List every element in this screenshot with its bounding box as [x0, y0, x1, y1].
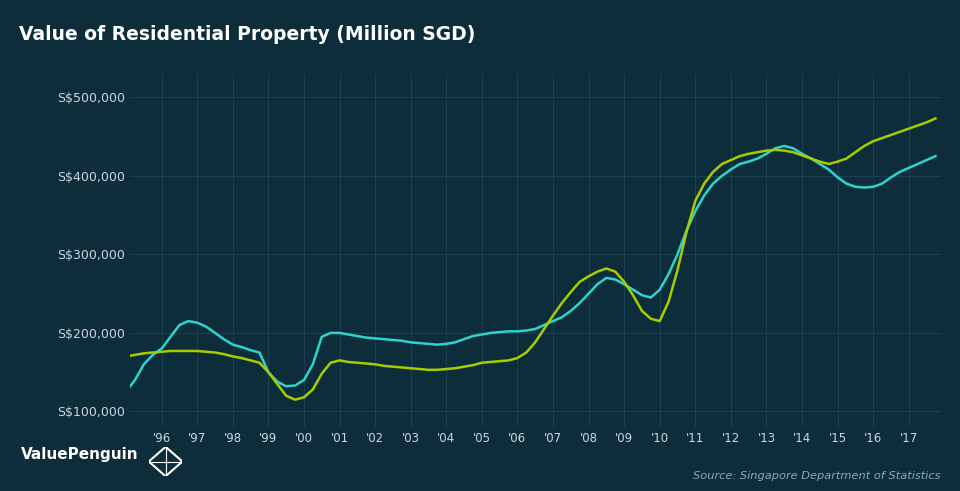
Text: Source: Singapore Department of Statistics: Source: Singapore Department of Statisti… — [693, 471, 941, 481]
Text: Value of Residential Property (Million SGD): Value of Residential Property (Million S… — [19, 25, 475, 44]
Text: ValuePenguin: ValuePenguin — [21, 446, 139, 462]
